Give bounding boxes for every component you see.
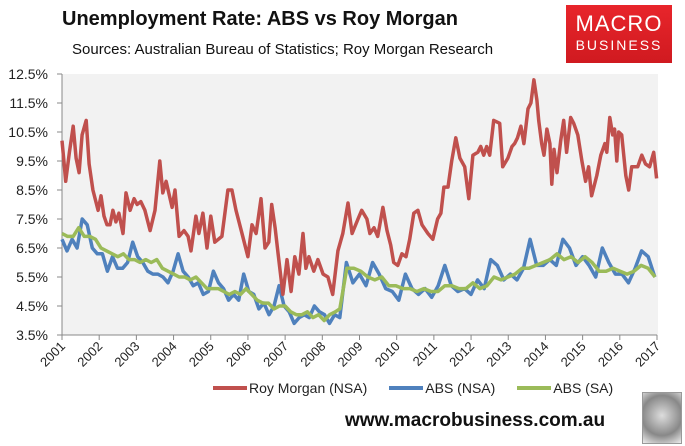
logo-line2: BUSINESS bbox=[575, 37, 663, 53]
macrobusiness-logo: MACRO BUSINESS bbox=[566, 5, 672, 63]
chart-title: Unemployment Rate: ABS vs Roy Morgan bbox=[62, 8, 458, 30]
x-tick-label: 2001 bbox=[37, 339, 68, 370]
legend-label: ABS (SA) bbox=[553, 380, 614, 396]
x-tick-label: 2011 bbox=[410, 339, 440, 369]
x-tick-label: 2008 bbox=[297, 339, 328, 370]
y-tick-label: 8.5% bbox=[16, 182, 48, 198]
x-tick-label: 2005 bbox=[186, 339, 217, 370]
logo-line1: MACRO bbox=[575, 11, 663, 36]
series-line-abs-nsa- bbox=[60, 217, 657, 326]
plot-area bbox=[62, 74, 658, 335]
series-line-roy-morgan-nsa- bbox=[60, 78, 659, 297]
x-tick-label: 2016 bbox=[595, 339, 626, 370]
y-tick-label: 3.5% bbox=[16, 327, 48, 343]
x-tick-label: 2004 bbox=[149, 339, 180, 370]
x-tick-label: 2002 bbox=[74, 339, 105, 370]
chart-subtitle: Sources: Australian Bureau of Statistics… bbox=[72, 41, 494, 58]
website-url: www.macrobusiness.com.au bbox=[345, 410, 606, 431]
y-tick-label: 12.5% bbox=[8, 66, 48, 82]
legend-swatch bbox=[517, 386, 552, 390]
y-tick-label: 11.5% bbox=[9, 95, 48, 111]
legend-item-roy-morgan: Roy Morgan (NSA) bbox=[213, 380, 367, 396]
legend-swatch bbox=[213, 386, 247, 390]
y-tick-label: 7.5% bbox=[16, 211, 48, 227]
legend-item-abs-sa: ABS (SA) bbox=[517, 380, 613, 396]
x-tick-label: 2003 bbox=[111, 339, 142, 370]
y-tick-label: 5.5% bbox=[16, 269, 48, 285]
legend-swatch bbox=[389, 386, 424, 390]
wolf-logo-image bbox=[642, 392, 682, 444]
y-tick-label: 9.5% bbox=[16, 153, 48, 169]
x-tick-label: 2006 bbox=[223, 339, 254, 370]
y-tick-label: 6.5% bbox=[16, 240, 48, 256]
x-tick-label: 2007 bbox=[260, 339, 291, 370]
x-tick-label: 2015 bbox=[558, 339, 589, 370]
x-tick-label: 2014 bbox=[521, 339, 552, 370]
legend-label: ABS (NSA) bbox=[425, 380, 496, 396]
x-tick-label: 2009 bbox=[335, 339, 366, 370]
series-line-abs-sa- bbox=[61, 225, 657, 323]
legend-label: Roy Morgan (NSA) bbox=[249, 380, 368, 396]
y-tick-label: 10.5% bbox=[8, 124, 48, 140]
x-tick-label: 2017 bbox=[632, 339, 663, 370]
legend: Roy Morgan (NSA) ABS (NSA) ABS (SA) bbox=[213, 380, 613, 396]
y-tick-label: 4.5% bbox=[16, 298, 48, 314]
legend-item-abs-nsa: ABS (NSA) bbox=[389, 380, 495, 396]
x-tick-label: 2010 bbox=[372, 339, 403, 370]
x-tick-label: 2012 bbox=[446, 339, 477, 370]
x-tick-label: 2013 bbox=[483, 339, 514, 370]
